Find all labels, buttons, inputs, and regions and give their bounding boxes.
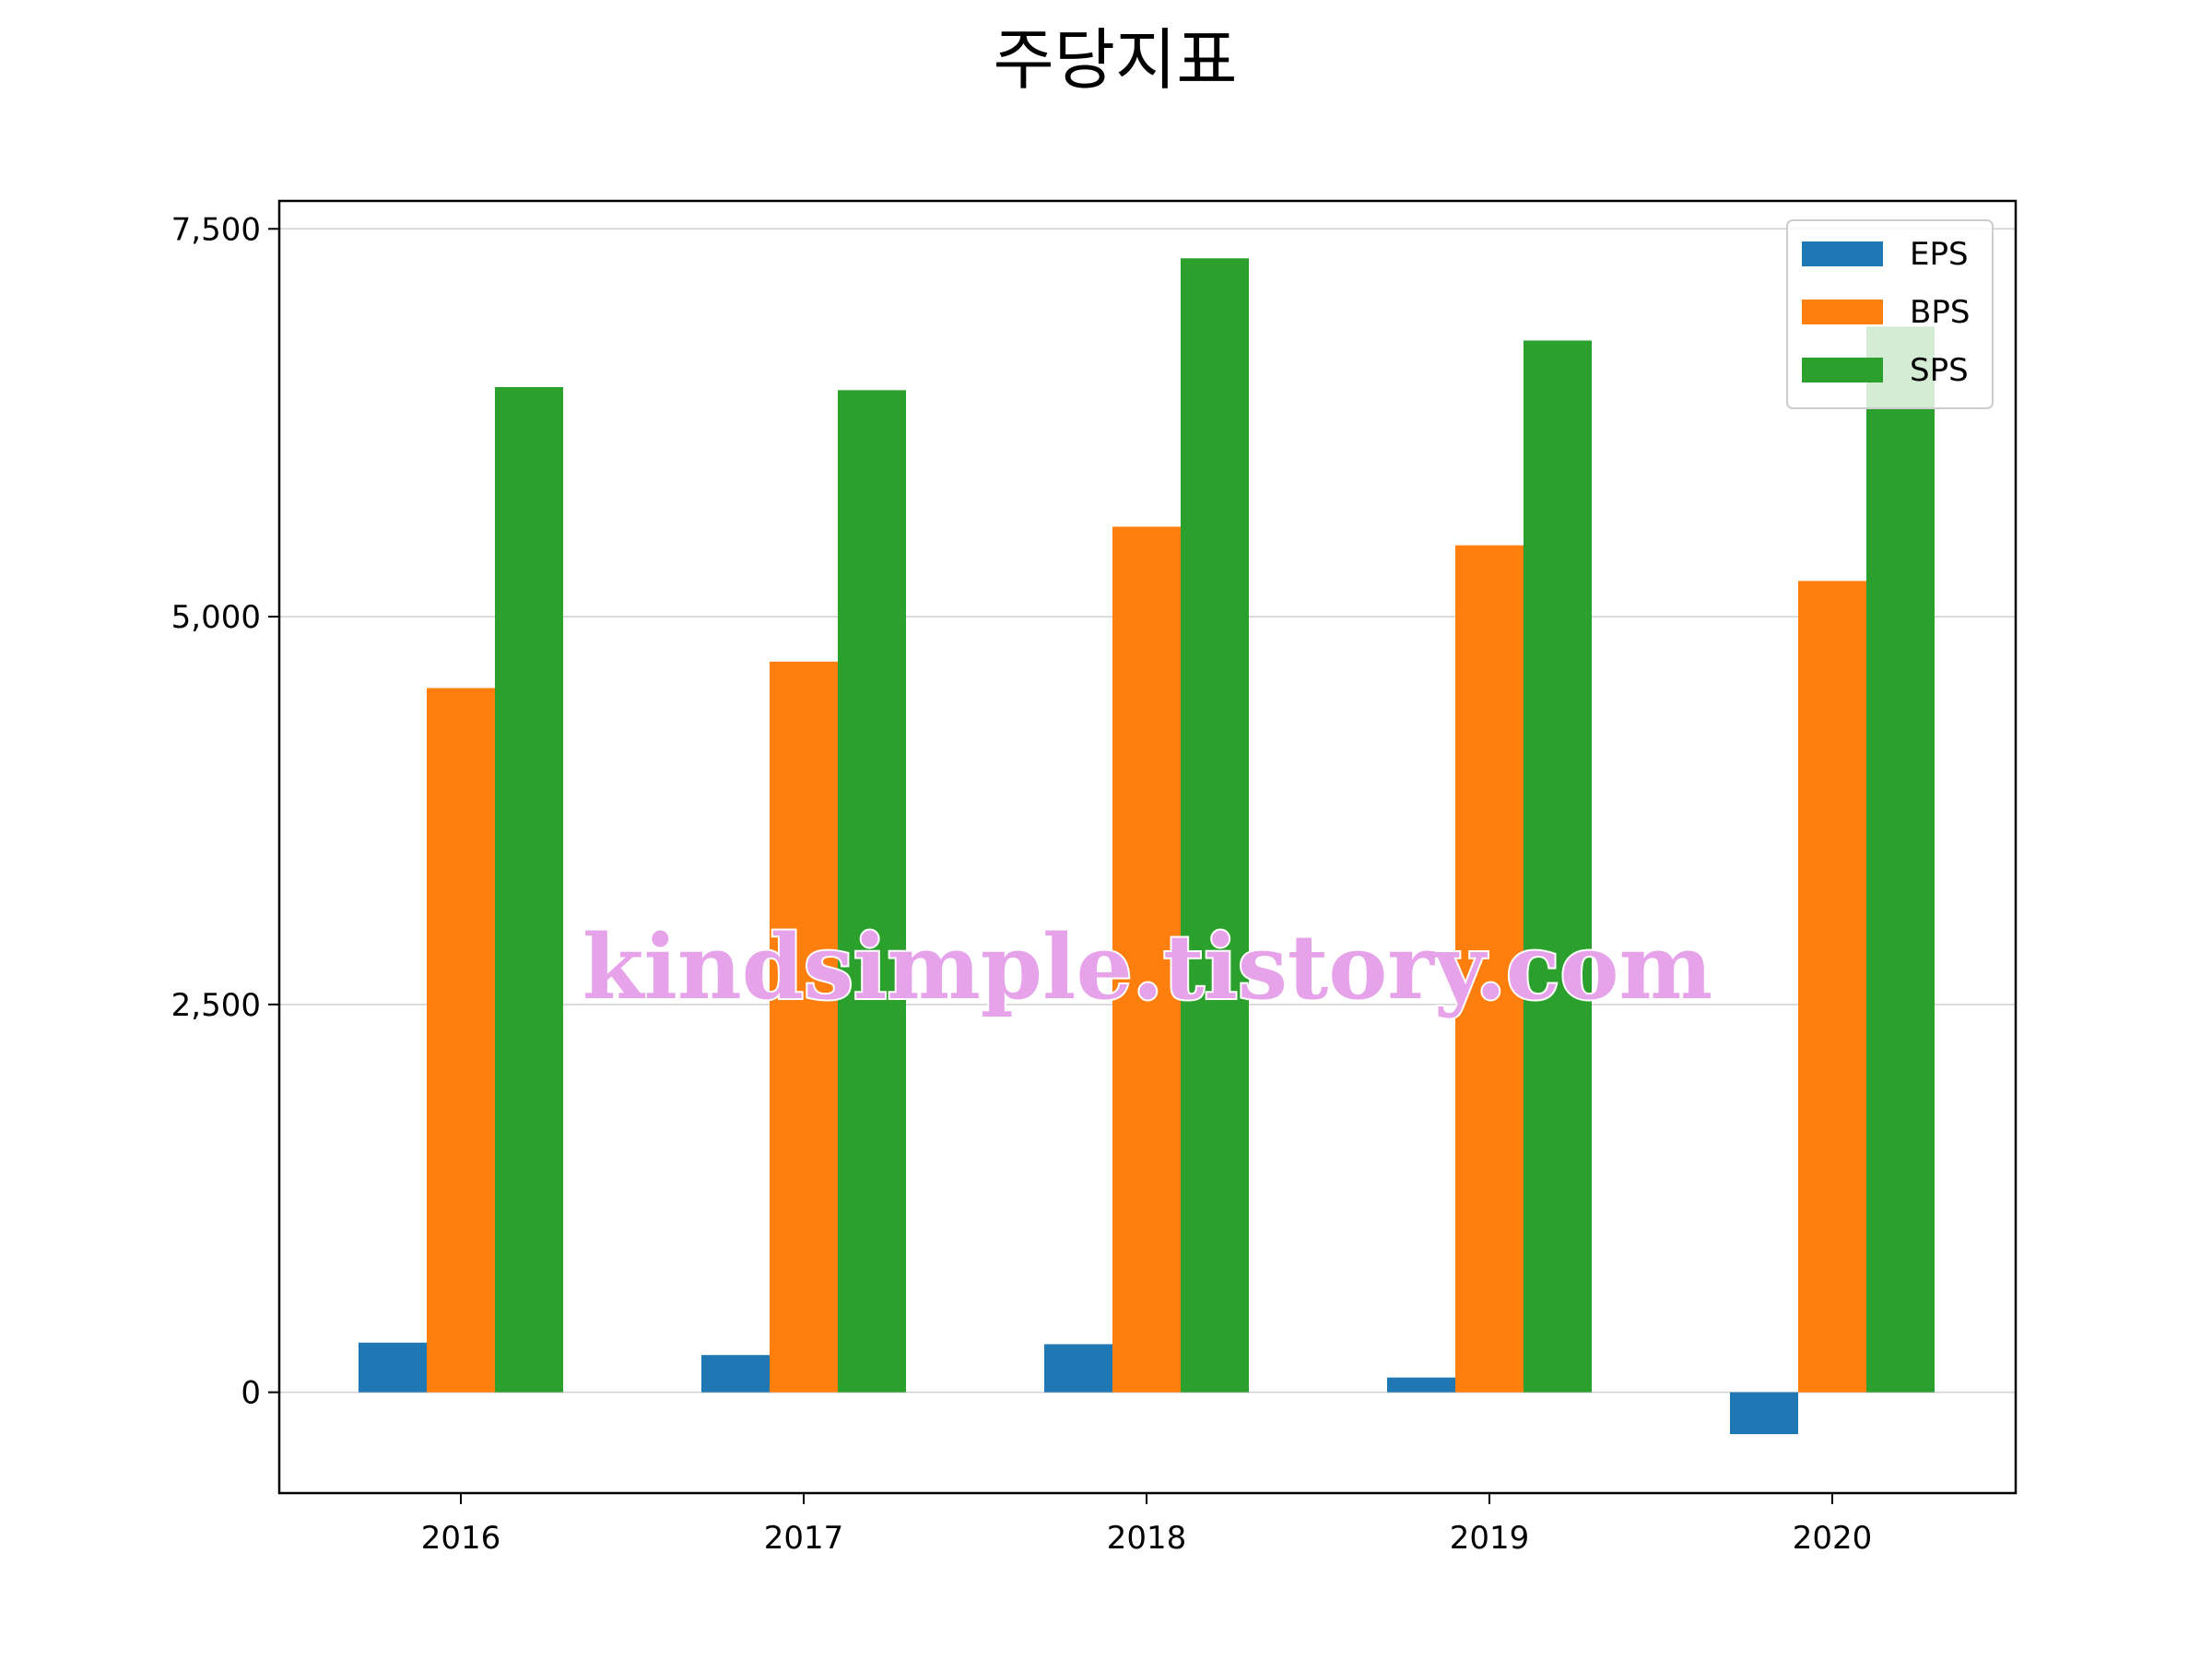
y-tick-label: 2,500 <box>171 987 261 1024</box>
x-tick-label: 2019 <box>1450 1520 1530 1557</box>
y-tick-label: 0 <box>241 1375 261 1412</box>
bar-bps-2020 <box>1798 581 1866 1393</box>
x-tick-label: 2020 <box>1793 1520 1873 1557</box>
chart-title: 주당지표 <box>994 21 1238 99</box>
bar-eps-2019 <box>1387 1377 1455 1393</box>
bar-eps-2016 <box>359 1342 427 1393</box>
legend-swatch-eps <box>1802 241 1883 266</box>
legend: EPS BPS SPS <box>1786 219 1994 409</box>
watermark-text: kindsimple.tistory.com <box>582 915 1712 1019</box>
x-tick-label: 2016 <box>421 1520 501 1557</box>
bar-eps-2017 <box>701 1355 770 1393</box>
x-tick-label: 2017 <box>764 1520 844 1557</box>
bar-sps-2020 <box>1866 326 1935 1393</box>
bar-bps-2017 <box>770 661 838 1393</box>
legend-label-sps: SPS <box>1910 352 1969 389</box>
bar-eps-2018 <box>1044 1344 1112 1393</box>
y-tick-label: 5,000 <box>171 599 261 636</box>
x-tick-label: 2018 <box>1107 1520 1187 1557</box>
bars <box>359 258 1935 1435</box>
bar-bps-2018 <box>1112 526 1181 1393</box>
legend-swatch-sps <box>1802 358 1883 382</box>
x-axis: 2016 2017 2018 2019 2020 <box>421 1493 1873 1557</box>
legend-label-eps: EPS <box>1910 236 1969 273</box>
legend-swatch-bps <box>1802 300 1883 324</box>
bar-bps-2016 <box>427 688 495 1393</box>
bar-sps-2017 <box>838 390 906 1393</box>
y-tick-label: 7,500 <box>171 211 261 248</box>
legend-label-bps: BPS <box>1910 294 1970 331</box>
bar-sps-2019 <box>1524 340 1592 1393</box>
bar-eps-2020 <box>1730 1392 1798 1435</box>
bar-sps-2016 <box>495 386 563 1393</box>
bar-sps-2018 <box>1181 258 1249 1393</box>
y-axis: 0 2,500 5,000 7,500 <box>171 211 279 1412</box>
bar-bps-2019 <box>1455 545 1524 1393</box>
